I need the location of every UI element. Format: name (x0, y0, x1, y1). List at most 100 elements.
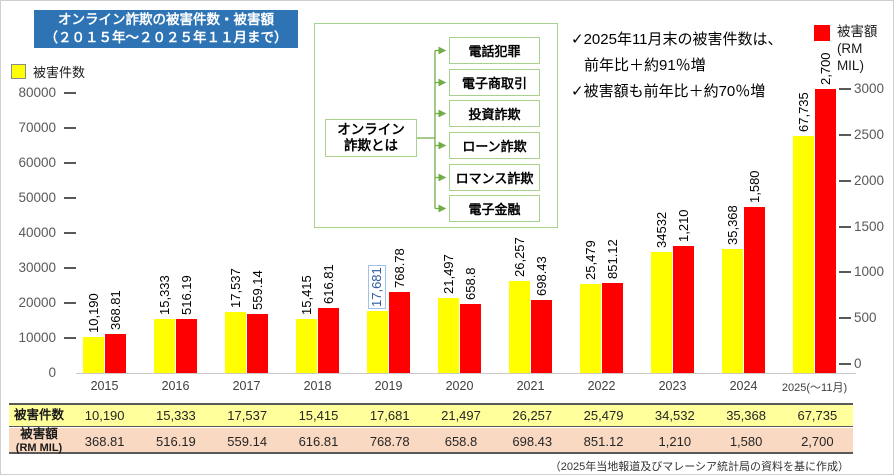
table-cell-amount-2020: 658.8 (444, 434, 478, 449)
table-cell-amount-2015: 368.81 (84, 434, 125, 449)
bar-label-amount-2016: 516.19 (178, 275, 194, 315)
bar-amount-2018 (318, 308, 339, 373)
bar-amount-2021 (531, 300, 552, 373)
left-axis-label-60000: 60000 (18, 155, 56, 170)
table-cell-count-2024: 35,368 (726, 408, 766, 423)
chart-title-line2: （２０１５年～２０２５年１１月まで） (44, 30, 288, 45)
left-axis-label-50000: 50000 (18, 190, 56, 205)
table-cell-amount-2024: 1,580 (729, 434, 763, 449)
bar-count-2015 (83, 337, 104, 373)
table-cell-amount-2017: 559.14 (227, 434, 268, 449)
bar-label-amount-2021: 698.43 (533, 256, 549, 296)
legend-count: 被害件数 (11, 62, 85, 81)
bar-label-count-2023: 34532 (653, 211, 669, 248)
bar-label-amount-2023: 1,210 (675, 209, 691, 242)
right-axis-label-2000: 2000 (854, 172, 885, 188)
x-axis-label-2019: 2019 (374, 379, 403, 393)
bar-label-amount-2024: 1,580 (746, 170, 762, 203)
bar-label-count-2022: 25,479 (582, 240, 598, 280)
x-axis-label-2017: 2017 (232, 379, 261, 393)
table-cell-count-2018: 15,415 (298, 408, 339, 423)
annotation-line2: 前年比＋約91％増 (584, 57, 706, 74)
bar-amount-2023 (673, 246, 694, 373)
table-cell-count-2025(～11月): 67,735 (797, 408, 838, 423)
table-row-count-label: 被害件数 (13, 408, 64, 422)
left-axis-label-0: 0 (48, 365, 56, 380)
bar-label-amount-2022: 851.12 (604, 239, 620, 279)
right-axis-label-1000: 1000 (854, 264, 885, 280)
diagram-item-5: 電子金融 (449, 195, 540, 222)
right-axis-tick-icon (839, 88, 851, 90)
left-axis-label-30000: 30000 (18, 260, 56, 275)
source-footer: （2025年当地報道及びマレーシア統計局の資料を基に作成） (549, 461, 849, 473)
bar-amount-2019 (389, 292, 410, 373)
right-axis-tick-icon (839, 363, 851, 365)
table-cell-amount-2016: 516.19 (156, 434, 196, 449)
diagram-root-line1: オンライン (337, 122, 405, 137)
chart-title-line1: オンライン詐欺の被害件数・被害額 (58, 12, 274, 27)
table-row-amount: 被害額 (RM MIL) 368.81 516.19 559.14 616.81 768… (9, 428, 853, 454)
bar-label-amount-2018: 616.81 (320, 264, 336, 304)
left-axis-tick-icon (64, 337, 76, 339)
diagram-item-3: ローン詐欺 (449, 132, 540, 159)
diagram-root-line2: 詐欺とは (344, 138, 398, 153)
chart-title: オンライン詐欺の被害件数・被害額 （２０１５年～２０２５年１１月まで） (34, 10, 298, 48)
bar-label-amount-2017: 559.14 (249, 270, 265, 310)
legend-amount-label: 被害額 (836, 24, 878, 39)
table-cell-amount-2023: 1,210 (658, 434, 692, 449)
legend-amount: 被害額 (RM MIL) (814, 23, 893, 74)
right-axis-tick-icon (839, 133, 851, 136)
left-axis-label-40000: 40000 (18, 225, 56, 240)
table-cell-count-2017: 17,537 (227, 408, 268, 423)
right-axis-label-500: 500 (854, 310, 877, 326)
left-axis-tick-icon (64, 162, 76, 164)
bar-count-2019 (367, 311, 388, 373)
table-cell-amount-2025(～11月): 2,700 (801, 434, 834, 449)
table-cell-count-2020: 21,497 (441, 408, 481, 423)
table-row-count: 被害件数 10,190 15,333 17,537 15,415 17,681 21,49… (9, 403, 853, 427)
legend-count-label: 被害件数 (33, 65, 86, 80)
bar-label-count-2019: 17,681 (367, 265, 386, 309)
table-cell-amount-2019: 768.78 (369, 434, 410, 449)
left-axis-label-10000: 10000 (18, 330, 56, 345)
right-axis-tick-icon (839, 271, 851, 274)
bar-count-2025(～11月) (793, 136, 814, 373)
x-axis-label-2024: 2024 (729, 379, 758, 393)
bar-amount-2024 (744, 207, 765, 373)
table-cell-count-2023: 34,532 (654, 408, 695, 423)
x-axis-label-2023: 2023 (658, 379, 687, 393)
bar-amount-2017 (247, 314, 268, 373)
bar-label-count-2018: 15,415 (298, 275, 314, 315)
bar-count-2016 (154, 319, 175, 373)
legend-amount-unit: (RM MIL) (836, 41, 864, 73)
x-axis-label-2022: 2022 (587, 379, 616, 393)
bar-count-2018 (296, 319, 317, 373)
bar-amount-2016 (176, 319, 197, 373)
bar-amount-2022 (602, 283, 623, 373)
table-cell-count-2016: 15,333 (156, 408, 196, 423)
bar-label-amount-2019: 768.78 (391, 248, 407, 288)
left-axis-tick-icon (64, 127, 76, 129)
count-color-swatch-icon (11, 64, 26, 79)
bar-label-count-2016: 15,333 (156, 275, 172, 315)
left-axis-label-80000: 80000 (18, 85, 56, 100)
bar-count-2017 (225, 312, 246, 373)
bar-label-count-2025(～11月): 67,735 (795, 92, 811, 132)
x-axis-label-2020: 2020 (445, 379, 474, 393)
bar-count-2022 (580, 284, 601, 373)
table-cell-amount-2021: 698.43 (512, 434, 553, 449)
table-cell-count-2015: 10,190 (84, 408, 125, 423)
diagram-item-2: 投資詐欺 (449, 100, 540, 127)
annotation-line1: ✓2025年11月末の被害件数は、 (571, 31, 783, 48)
left-axis-tick-icon (64, 302, 76, 304)
left-axis-label-70000: 70000 (18, 120, 56, 135)
bar-label-count-2015: 10,190 (85, 293, 101, 333)
diagram-item-1: 電子商取引 (449, 69, 540, 96)
x-axis-label-2021: 2021 (516, 379, 545, 393)
table-cell-amount-2022: 851.12 (583, 434, 624, 449)
table-cell-count-2021: 26,257 (512, 408, 553, 423)
right-axis-label-1500: 1500 (854, 218, 885, 234)
annotation-line3: ✓被害額も前年比＋約70％増 (571, 83, 766, 100)
